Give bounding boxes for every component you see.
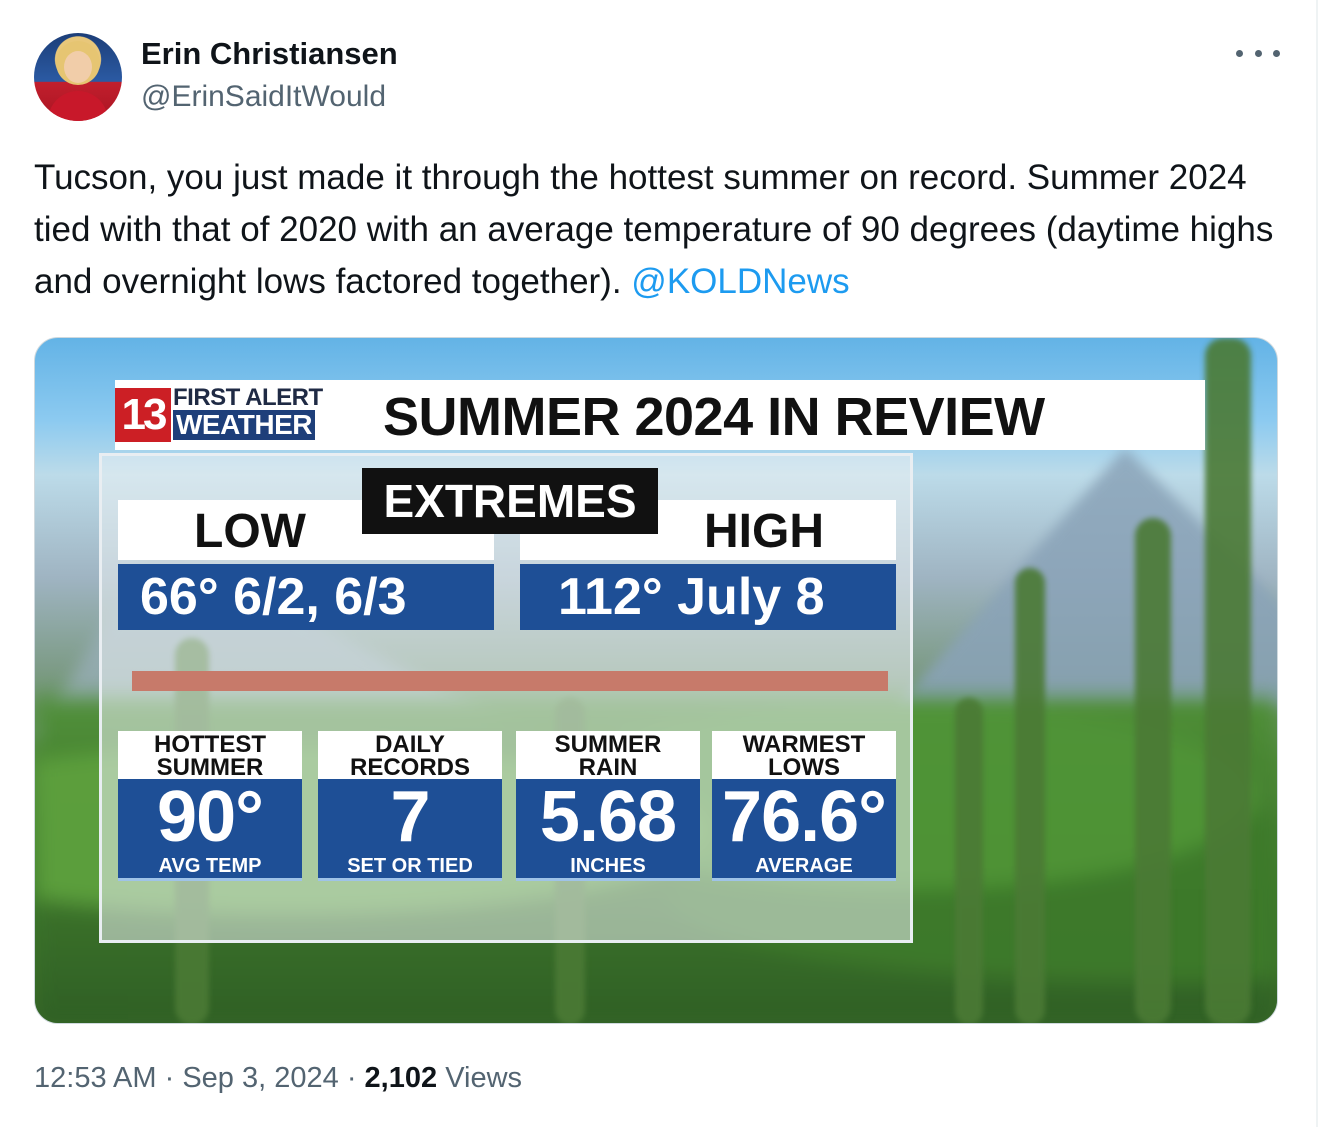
stat-body: 76.6° AVERAGE [712,779,896,881]
graphic-title: SUMMER 2024 IN REVIEW [383,387,1045,447]
stat-body: 5.68 INCHES [516,779,700,881]
meta-separator: · [164,1062,175,1094]
stat-header: HOTTEST SUMMER [118,731,302,781]
stat-header-line1: DAILY [375,731,445,758]
stat-card-hottest-summer: HOTTEST SUMMER 90° AVG TEMP [118,731,302,881]
station-logo-number: 13 [115,388,171,442]
stat-header-line2: RAIN [578,754,638,781]
stat-header: WARMEST LOWS [712,731,896,781]
tweet-media-image[interactable]: 13 FIRST ALERT WEATHER SUMMER 2024 IN RE… [34,337,1278,1024]
background-cactus [1135,518,1171,1023]
more-dots-icon[interactable] [1236,38,1280,68]
avatar-dress [48,91,108,121]
tweet-date[interactable]: Sep 3, 2024 [182,1062,339,1094]
timeline-border [1316,0,1318,1127]
high-label: HIGH [704,505,824,558]
background-cactus [1015,568,1045,1023]
stat-header-line1: WARMEST [742,731,866,758]
stat-value: 76.6° [722,777,887,857]
avatar-face [64,51,92,83]
stat-header-line2: RECORDS [349,754,470,781]
low-label: LOW [194,505,306,558]
stat-header: SUMMER RAIN [516,731,700,781]
background-cactus [955,698,983,1023]
background-cactus [1205,338,1251,1023]
stat-value: 7 [390,777,430,857]
high-value: 112° July 8 [520,564,896,630]
tweet-time[interactable]: 12:53 AM [34,1062,157,1094]
tweet-body: Tucson, you just made it through the hot… [34,158,1274,301]
stat-header-line2: SUMMER [156,754,264,781]
tweet-text: Tucson, you just made it through the hot… [34,152,1284,308]
stat-header-line2: LOWS [768,754,840,781]
low-value: 66° 6/2, 6/3 [118,564,494,630]
stat-sublabel: AVERAGE [755,855,853,877]
stat-sublabel: INCHES [570,855,646,877]
views-count: 2,102 [364,1062,438,1094]
dot [1236,49,1243,57]
views-label: Views [445,1062,523,1094]
stat-card-warmest-lows: WARMEST LOWS 76.6° AVERAGE [712,731,896,881]
stat-header-line1: HOTTEST [154,731,266,758]
stat-header-line1: SUMMER [554,731,662,758]
avatar[interactable] [34,33,122,121]
stat-value: 5.68 [539,777,677,857]
tweet-meta: 12:53 AM · Sep 3, 2024 · 2,102 Views [34,1062,522,1095]
dot [1254,49,1262,57]
mention-link[interactable]: @KOLDNews [631,262,850,301]
panel-divider [132,671,888,691]
stat-sublabel: AVG TEMP [158,855,262,877]
author-handle[interactable]: @ErinSaidItWould [141,80,387,113]
author-name[interactable]: Erin Christiansen [141,36,398,71]
stat-card-summer-rain: SUMMER RAIN 5.68 INCHES [516,731,700,881]
dot [1273,49,1280,57]
stat-body: 7 SET OR TIED [318,779,502,881]
station-logo-weather: WEATHER [173,410,315,440]
extremes-label: EXTREMES [362,468,658,534]
stat-card-daily-records: DAILY RECORDS 7 SET OR TIED [318,731,502,881]
stat-header: DAILY RECORDS [318,731,502,781]
stats-panel: LOW HIGH EXTREMES 66° 6/2, 6/3 112° July… [99,453,913,943]
stat-body: 90° AVG TEMP [118,779,302,881]
meta-separator: · [346,1062,357,1094]
stat-sublabel: SET OR TIED [347,855,473,877]
station-logo-first-alert: FIRST ALERT [173,384,323,411]
graphic-title-bar: 13 FIRST ALERT WEATHER SUMMER 2024 IN RE… [115,380,1205,450]
stat-value: 90° [157,777,264,857]
